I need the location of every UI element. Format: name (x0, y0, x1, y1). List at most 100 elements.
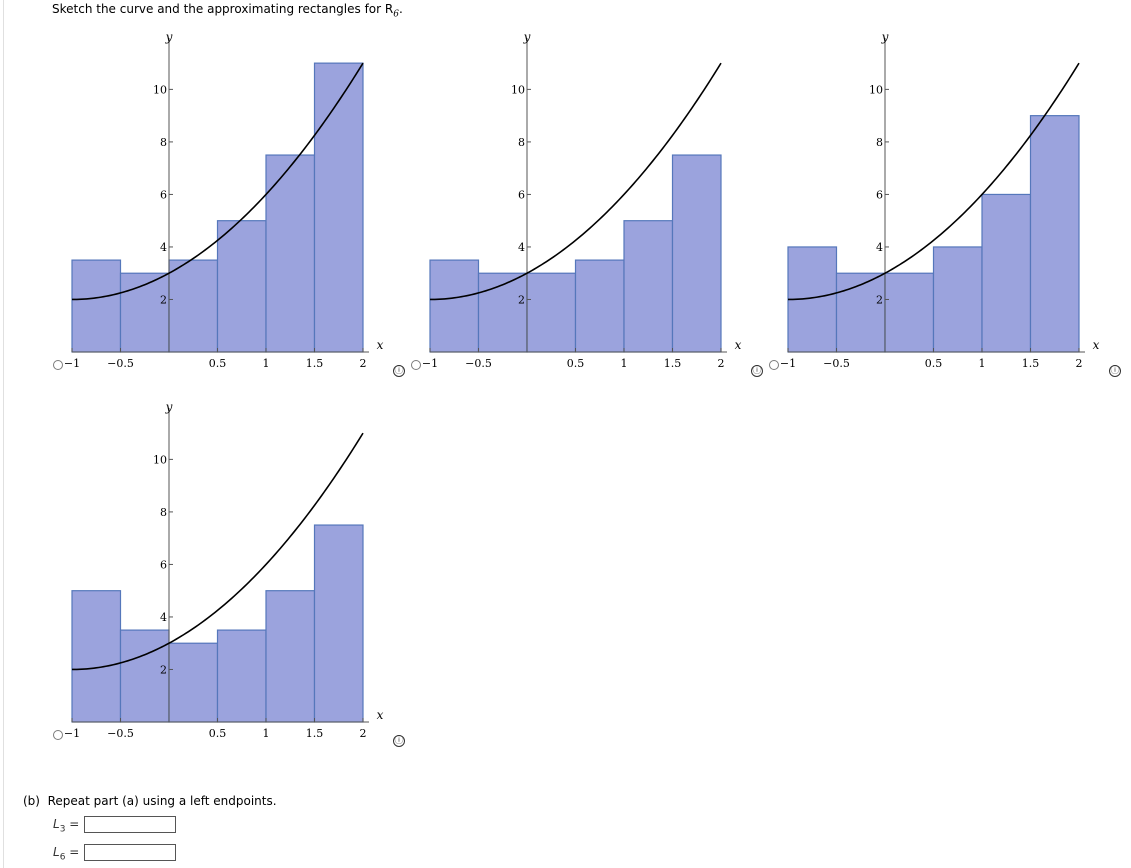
option-3-radio[interactable] (769, 360, 779, 370)
x-axis-label: x (377, 338, 384, 352)
approx-rectangle (932, 246, 983, 353)
y-tick-label: 8 (160, 506, 167, 519)
x-tick-label: 2 (1076, 357, 1083, 370)
x-axis-label: x (1093, 338, 1100, 352)
approx-rectangle (168, 642, 219, 723)
approx-rectangle (835, 272, 886, 353)
approx-rectangle (265, 590, 316, 723)
approx-rectangle (313, 62, 364, 353)
l6-answer-input[interactable] (84, 844, 176, 861)
x-tick-label: 0.5 (567, 357, 585, 370)
x-tick-label: 2 (360, 357, 367, 370)
chart-option-2: −1 −0.5 0.5 1 1.5 2 2 4 6 8 10 x y (422, 30, 742, 370)
approx-rectangle (71, 590, 122, 723)
y-tick-label: 10 (869, 83, 883, 96)
x-tick-label: 1 (621, 357, 628, 370)
curve-line (71, 62, 364, 301)
option-3-info-icon[interactable]: ⓘ (1109, 365, 1121, 377)
x-tick-label: −1 (64, 357, 80, 370)
approx-rectangle (1029, 115, 1080, 353)
l3-letter: L (53, 817, 60, 831)
y-tick-label: 10 (153, 83, 167, 96)
x-tick-label: −0.5 (465, 357, 492, 370)
chart-option-1: −1 −0.5 0.5 1 1.5 2 2 4 6 8 10 x y (64, 30, 384, 370)
x-tick-label: 1 (263, 357, 270, 370)
y-tick-label: 2 (876, 293, 883, 306)
option-1-info-icon[interactable]: ⓘ (393, 365, 405, 377)
y-axis-label: y (165, 400, 173, 414)
x-tick-label: 0.5 (925, 357, 943, 370)
prompt-subscript: 6 (393, 9, 399, 20)
y-tick-label: 4 (160, 241, 167, 254)
l3-label: L3 = (53, 817, 79, 834)
y-tick-label: 2 (160, 293, 167, 306)
option-1-radio[interactable] (53, 360, 63, 370)
y-tick-label: 6 (160, 188, 167, 201)
x-tick-label: −0.5 (107, 727, 134, 740)
approx-rectangle (884, 272, 935, 353)
approx-rectangle (623, 220, 674, 353)
y-tick-label: 10 (153, 453, 167, 466)
left-border (3, 0, 4, 868)
approx-rectangle (216, 629, 267, 723)
part-b-label: (b) (23, 794, 40, 808)
y-tick-label: 4 (876, 241, 883, 254)
chart-option-4: −1 −0.5 0.5 1 1.5 2 2 4 6 8 10 x y (64, 400, 384, 740)
approx-rectangle (429, 259, 480, 353)
l3-subscript: 3 (59, 824, 66, 835)
x-tick-label: −0.5 (823, 357, 850, 370)
l6-equals: = (69, 845, 80, 859)
y-tick-label: 6 (876, 188, 883, 201)
x-tick-label: −0.5 (107, 357, 134, 370)
y-axis-label: y (881, 30, 889, 44)
x-tick-label: 1.5 (1022, 357, 1040, 370)
x-axis-label: x (377, 708, 384, 722)
approx-rectangle (526, 272, 577, 353)
l6-subscript: 6 (59, 852, 66, 863)
option-4-radio[interactable] (53, 730, 63, 740)
question-prompt: Sketch the curve and the approximating r… (52, 2, 403, 19)
approx-rectangle (671, 154, 722, 353)
y-tick-label: 4 (160, 611, 167, 624)
approx-rectangle (981, 193, 1032, 353)
option-4-info-icon[interactable]: ⓘ (393, 735, 405, 747)
y-tick-label: 6 (518, 188, 525, 201)
y-tick-label: 8 (876, 136, 883, 149)
x-tick-label: 2 (718, 357, 725, 370)
x-tick-label: −1 (780, 357, 796, 370)
y-tick-label: 4 (518, 241, 525, 254)
curve-line (71, 432, 364, 671)
x-tick-label: 1.5 (306, 727, 324, 740)
part-b-question: (b) Repeat part (a) using a left endpoin… (23, 794, 277, 808)
curve-line (429, 62, 722, 301)
approx-rectangle (71, 259, 122, 353)
y-tick-label: 2 (160, 663, 167, 676)
approx-rectangle (168, 259, 219, 353)
y-axis-label: y (523, 30, 531, 44)
prompt-text: Sketch the curve and the approximating r… (52, 2, 394, 16)
x-tick-label: 1.5 (664, 357, 682, 370)
option-2-radio[interactable] (411, 360, 421, 370)
part-b-text: Repeat part (a) using a left endpoints. (47, 794, 277, 808)
y-tick-label: 8 (518, 136, 525, 149)
x-tick-label: 0.5 (209, 357, 227, 370)
l6-label: L6 = (53, 845, 79, 862)
l3-answer-input[interactable] (84, 816, 176, 833)
y-tick-label: 6 (160, 558, 167, 571)
approx-rectangle (313, 524, 364, 723)
l6-letter: L (53, 845, 60, 859)
approx-rectangle (119, 629, 170, 723)
x-tick-label: 2 (360, 727, 367, 740)
chart-option-3: −1 −0.5 0.5 1 1.5 2 2 4 6 8 10 x y (780, 30, 1100, 370)
x-tick-label: 1 (979, 357, 986, 370)
y-tick-label: 2 (518, 293, 525, 306)
x-tick-label: 1 (263, 727, 270, 740)
y-tick-label: 8 (160, 136, 167, 149)
approx-rectangle (574, 259, 625, 353)
approx-rectangle (265, 154, 316, 353)
curve-line (787, 62, 1080, 301)
x-tick-label: −1 (422, 357, 438, 370)
l3-equals: = (69, 817, 80, 831)
y-tick-label: 10 (511, 83, 525, 96)
option-2-info-icon[interactable]: ⓘ (751, 365, 763, 377)
